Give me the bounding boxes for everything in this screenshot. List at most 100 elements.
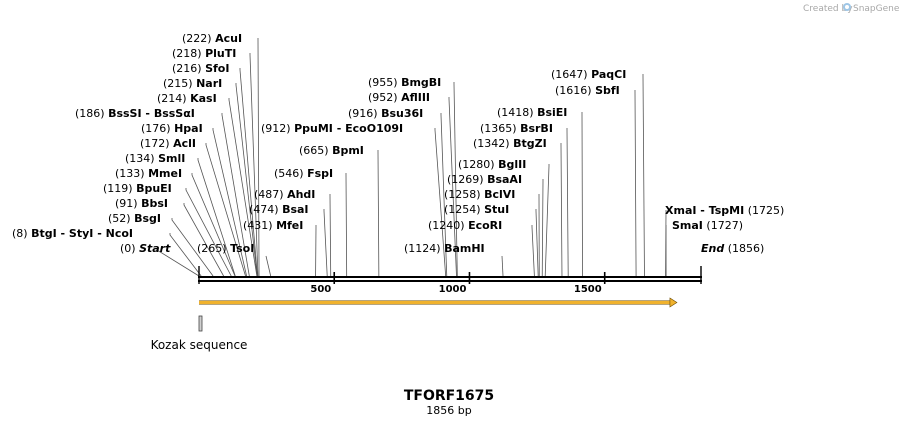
site-label-265-tsoi: (265) TsoI [197, 242, 254, 255]
site-position: (176) [141, 122, 174, 135]
site-label-1280-bglii: (1280) BglII [458, 158, 526, 171]
enzyme-name: AhdI [287, 188, 315, 201]
site-label-546-fspi: (546) FspI [274, 167, 333, 180]
enzyme-name: BtgZI [513, 137, 547, 150]
site-label-1616-sbfi: (1616) SbfI [555, 84, 620, 97]
site-label-52-bsgi: (52) BsgI [108, 212, 161, 225]
site-position: (218) [172, 47, 205, 60]
enzyme-name: BpmI [332, 144, 364, 157]
snapgene-logo-icon [843, 3, 851, 11]
site-label-216-sfoi: (216) SfoI [172, 62, 229, 75]
site-position: (487) [254, 188, 287, 201]
site-connector-line [560, 143, 563, 277]
orf-feature-arrow[interactable] [199, 297, 678, 308]
site-position: (1254) [444, 203, 484, 216]
site-label-431-mfei: (431) MfeI [243, 219, 303, 232]
site-connector-line [566, 128, 569, 277]
site-position: (665) [299, 144, 332, 157]
sequence-title: TFORF1675 [404, 388, 494, 404]
axis-tick-label: 1000 [439, 284, 467, 295]
site-label-912-ppumi: (912) PpuMI - EcoO109I [261, 122, 403, 135]
site-connectors [156, 38, 667, 277]
enzyme-name: BsiEI [537, 106, 567, 119]
site-connector-line [257, 38, 260, 277]
site-position: (216) [172, 62, 205, 75]
site-label-1647-paqci: (1647) PaqCI [551, 68, 626, 81]
site-position: (474) [249, 203, 282, 216]
site-position: (222) [182, 32, 215, 45]
name-separator: - [333, 122, 345, 135]
name-separator: - [696, 204, 708, 217]
site-connector-line [197, 158, 236, 277]
site-connector-line [235, 83, 258, 277]
site-connector-line [156, 248, 200, 277]
site-label-1254-stui: (1254) StuI [444, 203, 509, 216]
enzyme-name: EcoRI [468, 219, 502, 232]
site-label-1240-ecori: (1240) EcoRI [428, 219, 502, 232]
site-position: (1280) [458, 158, 498, 171]
site-label-665-bpmi: (665) BpmI [299, 144, 364, 157]
enzyme-name: BtgI [31, 227, 57, 240]
enzyme-name: PluTI [205, 47, 236, 60]
kozak-feature-box[interactable] [198, 315, 203, 332]
enzyme-name: NarI [196, 77, 222, 90]
enzyme-name: XmaI [665, 204, 696, 217]
name-separator: - [142, 107, 154, 120]
feature-track: Kozak sequence [151, 297, 678, 352]
enzyme-name: StyI [69, 227, 93, 240]
site-connector-line [185, 188, 232, 277]
site-label-916-bsu36i: (916) Bsu36I [348, 107, 423, 120]
site-connector-line [345, 173, 348, 277]
enzyme-name: AcuI [215, 32, 242, 45]
site-position: (546) [274, 167, 307, 180]
site-label-176-hpai: (176) HpaI [141, 122, 203, 135]
site-position: (1124) [404, 242, 444, 255]
site-position: (52) [108, 212, 134, 225]
enzyme-name: FspI [307, 167, 333, 180]
site-position: (0) [120, 242, 139, 255]
site-position: (912) [261, 122, 294, 135]
site-label-474-bsai: (474) BsaI [249, 203, 309, 216]
end-name: Start [139, 242, 171, 255]
site-position: (955) [368, 76, 401, 89]
site-position: (1269) [447, 173, 487, 186]
site-connector-line [183, 203, 224, 277]
site-connector-line [239, 68, 258, 277]
enzyme-name: SmlI [158, 152, 185, 165]
site-label-955-bmgbi: (955) BmgBI [368, 76, 441, 89]
site-position: (91) [115, 197, 141, 210]
site-label-1342-btgzi: (1342) BtgZI [473, 137, 547, 150]
site-label-214-kasi: (214) KasI [157, 92, 217, 105]
site-label-134-smli: (134) SmlI [125, 152, 185, 165]
site-position: (1647) [551, 68, 591, 81]
site-position: (952) [368, 91, 401, 104]
enzyme-name: BsaI [282, 203, 308, 216]
site-label-1269-bsaai: (1269) BsaAI [447, 173, 522, 186]
site-position: (8) [12, 227, 31, 240]
enzyme-name: StuI [484, 203, 509, 216]
site-connector-line [169, 233, 202, 277]
enzyme-name: Bsu36I [381, 107, 423, 120]
site-label-1258-bclvi: (1258) BclVI [444, 188, 515, 201]
enzyme-name: BpuEI [136, 182, 172, 195]
enzyme-name: BssSI [108, 107, 142, 120]
site-position: (916) [348, 107, 381, 120]
site-connector-line [448, 97, 457, 277]
axis-tick-label: 1500 [574, 284, 602, 295]
site-connector-line [249, 53, 259, 277]
site-connector-line [323, 209, 328, 277]
site-connector-line [228, 98, 258, 277]
site-connector-line [191, 173, 236, 277]
site-position: (1240) [428, 219, 468, 232]
dna-backbone [198, 266, 702, 284]
enzyme-name: PaqCI [591, 68, 626, 81]
enzyme-name: BclVI [484, 188, 515, 201]
site-label-1124-bamhi: (1124) BamHI [404, 242, 485, 255]
site-position: (133) [115, 167, 148, 180]
name-separator: - [93, 227, 105, 240]
kozak-feature-label: Kozak sequence [151, 338, 248, 352]
enzyme-name: TspMI [709, 204, 745, 217]
enzyme-name: MmeI [148, 167, 182, 180]
site-connector-line [212, 128, 247, 277]
